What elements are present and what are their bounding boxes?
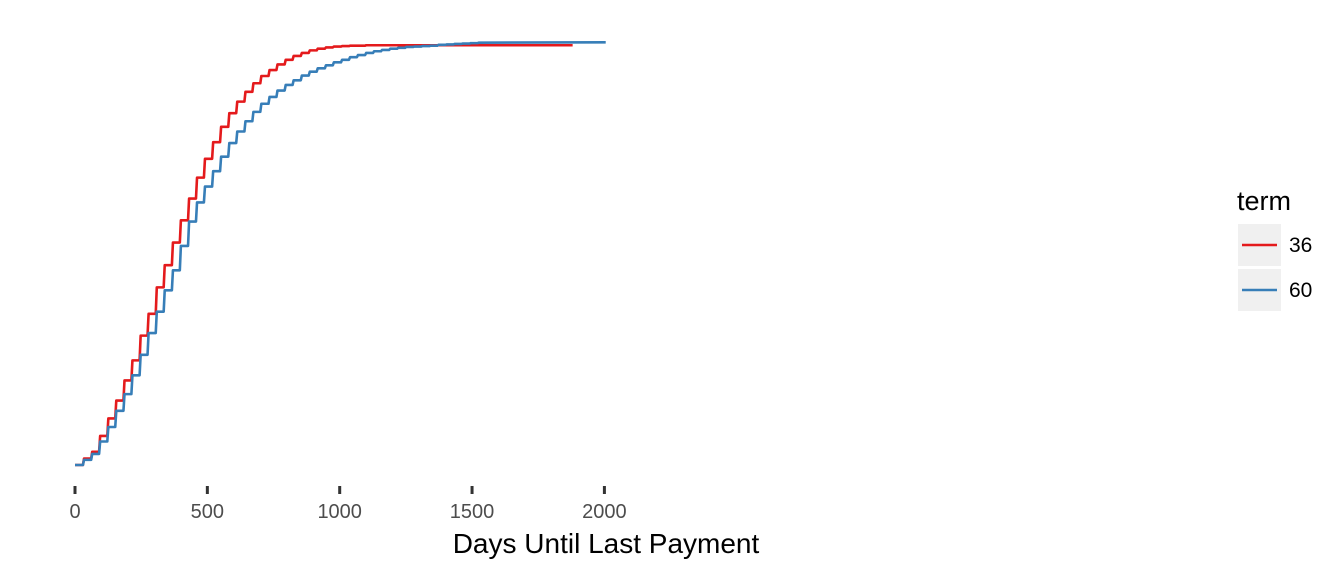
legend: term 36 60 xyxy=(1237,186,1312,311)
series-line-60 xyxy=(75,40,606,467)
x-tick-label-1500: 1500 xyxy=(450,501,495,523)
x-axis-title: Days Until Last Payment xyxy=(453,528,760,559)
series-line-36 xyxy=(75,43,573,467)
x-tick-label-0: 0 xyxy=(69,501,80,523)
legend-item-60: 60 xyxy=(1238,269,1312,311)
legend-item-36: 36 xyxy=(1238,224,1312,266)
legend-label-60: 60 xyxy=(1289,279,1312,302)
x-tick-label-2000: 2000 xyxy=(582,501,627,523)
x-tick-label-500: 500 xyxy=(191,501,224,523)
x-axis-ticks: 0 500 1000 1500 2000 xyxy=(69,486,627,523)
legend-title: term xyxy=(1237,186,1291,216)
legend-label-36: 36 xyxy=(1289,234,1312,257)
plot-area xyxy=(75,40,606,467)
x-axis: 0 500 1000 1500 2000 Days Until Last Payment xyxy=(69,486,759,559)
series-lines xyxy=(75,40,606,467)
x-tick-label-1000: 1000 xyxy=(317,501,362,523)
